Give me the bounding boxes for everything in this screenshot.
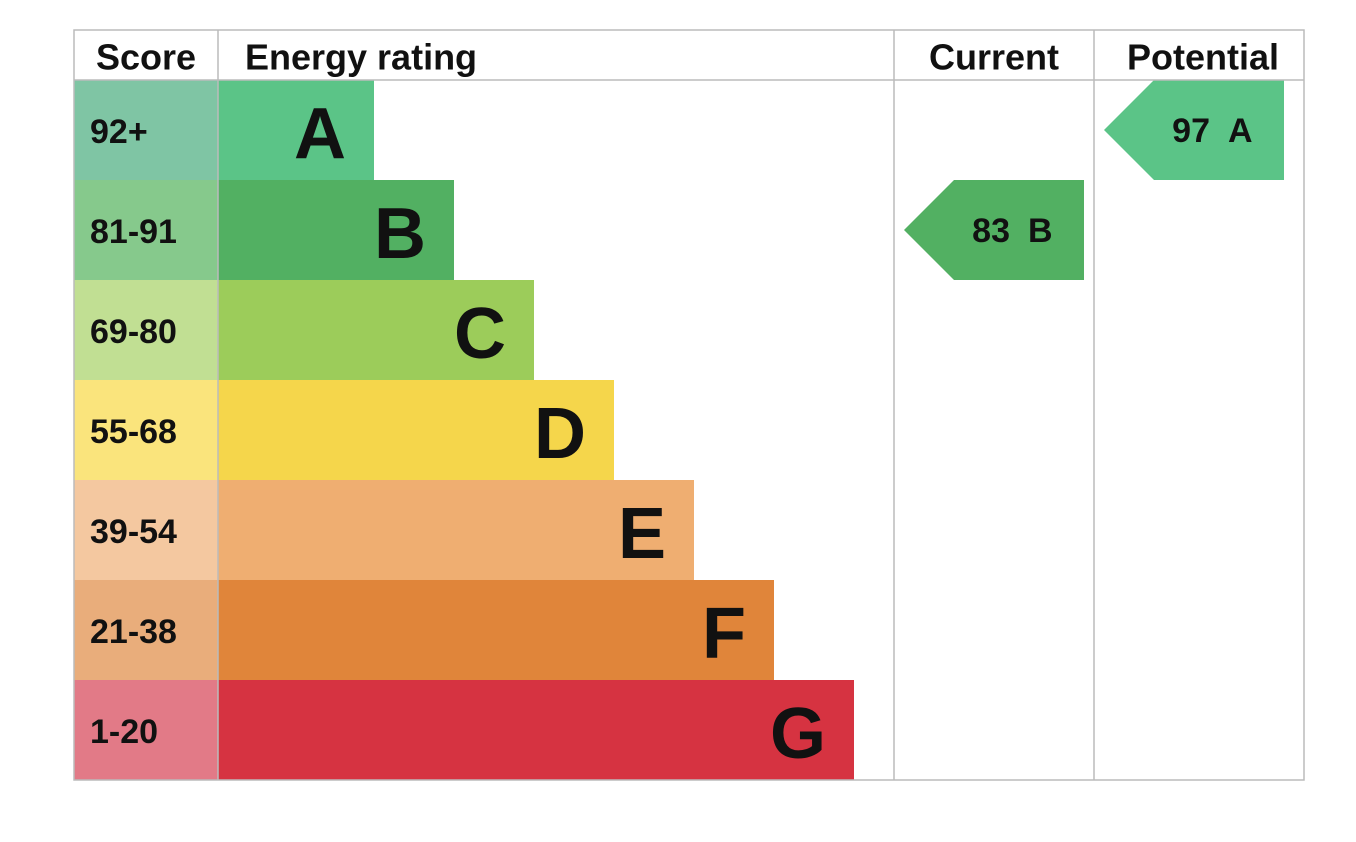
- potential-letter: A: [1228, 112, 1253, 150]
- band-letter: A: [294, 94, 346, 174]
- current-value: 83: [972, 212, 1010, 250]
- rating-bar: [218, 480, 694, 580]
- band-letter: C: [454, 294, 506, 374]
- score-cell: [74, 380, 218, 480]
- score-header: Score: [96, 37, 196, 78]
- rating-bar: [218, 280, 534, 380]
- score-cell: [74, 680, 218, 780]
- rating-bar: [218, 580, 774, 680]
- current-letter: B: [1028, 212, 1053, 250]
- potential-value: 97: [1172, 112, 1210, 150]
- score-cell: [74, 280, 218, 380]
- score-cell: [74, 180, 218, 280]
- potential-arrow: [1104, 80, 1284, 180]
- band-letter: F: [702, 594, 746, 674]
- score-label: 92+: [90, 113, 148, 151]
- rating-bar: [218, 680, 854, 780]
- current-arrow: [904, 180, 1084, 280]
- rating-header: Energy rating: [245, 37, 477, 78]
- score-cell: [74, 580, 218, 680]
- table-frame: [73, 29, 1305, 781]
- score-label: 81-91: [90, 213, 177, 251]
- score-cell: [74, 480, 218, 580]
- score-label: 55-68: [90, 413, 177, 451]
- rating-bar: [218, 180, 454, 280]
- score-label: 39-54: [90, 513, 177, 551]
- score-label: 21-38: [90, 613, 177, 651]
- band-letter: D: [534, 394, 586, 474]
- score-label: 69-80: [90, 313, 177, 351]
- score-cell: [74, 80, 218, 180]
- current-header: Current: [929, 37, 1059, 78]
- band-letter: B: [374, 194, 426, 274]
- potential-header: Potential: [1127, 37, 1279, 78]
- rating-bar: [218, 380, 614, 480]
- band-letter: E: [618, 494, 666, 574]
- band-letter: G: [770, 694, 826, 774]
- score-label: 1-20: [90, 713, 158, 751]
- rating-bar: [218, 80, 374, 180]
